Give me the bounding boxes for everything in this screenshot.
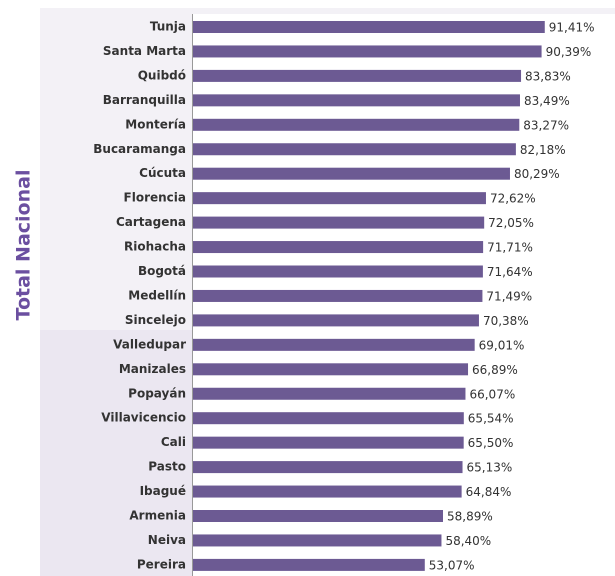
bar xyxy=(193,510,444,522)
bar xyxy=(193,436,464,449)
bar xyxy=(193,143,516,156)
value-label: 80,29% xyxy=(514,167,560,181)
category-label: Santa Marta xyxy=(103,44,186,58)
category-label: Bucaramanga xyxy=(93,142,186,156)
category-label: Neiva xyxy=(148,533,186,547)
value-label: 71,64% xyxy=(487,265,533,279)
category-label: Montería xyxy=(125,117,186,131)
value-label: 83,27% xyxy=(523,118,569,132)
category-label: Bogotá xyxy=(138,264,186,278)
bar xyxy=(193,485,462,498)
value-label: 65,50% xyxy=(468,436,514,450)
value-label: 64,84% xyxy=(466,485,512,499)
category-label: Armenia xyxy=(129,509,186,523)
category-label: Barranquilla xyxy=(103,93,186,107)
bar xyxy=(193,45,542,58)
category-label: Villavicencio xyxy=(101,411,186,425)
value-label: 83,49% xyxy=(524,94,570,108)
category-label: Cartagena xyxy=(116,215,186,229)
value-label: 72,05% xyxy=(488,216,534,230)
value-label: 66,07% xyxy=(469,387,515,401)
bar xyxy=(193,21,545,33)
value-label: 91,41% xyxy=(549,21,595,35)
category-label: Quibdó xyxy=(138,68,186,82)
value-label: 90,39% xyxy=(546,45,592,59)
value-label: 71,49% xyxy=(486,289,532,303)
value-label: 53,07% xyxy=(429,558,475,572)
category-label: Pasto xyxy=(148,460,186,474)
bar xyxy=(193,167,510,180)
category-label: Riohacha xyxy=(124,240,186,254)
value-label: 58,40% xyxy=(445,534,491,548)
bar xyxy=(193,314,479,327)
bar xyxy=(193,387,466,400)
bar xyxy=(193,363,469,376)
category-label: Pereira xyxy=(137,557,186,571)
value-label: 66,89% xyxy=(472,363,518,377)
category-label: Ibagué xyxy=(140,484,186,498)
category-label: Sincelejo xyxy=(125,313,186,327)
value-label: 72,62% xyxy=(490,192,536,206)
category-label: Valledupar xyxy=(113,337,186,351)
category-label: Manizales xyxy=(119,362,186,376)
bar xyxy=(193,461,463,474)
category-label: Medellín xyxy=(128,288,186,302)
bar xyxy=(193,534,442,547)
bar xyxy=(193,412,464,425)
value-label: 65,13% xyxy=(467,461,513,475)
bar xyxy=(193,289,483,302)
category-label: Tunja xyxy=(150,20,186,34)
bar xyxy=(193,69,522,82)
bar xyxy=(193,192,486,205)
category-label: Cúcuta xyxy=(139,166,186,180)
bar xyxy=(193,118,520,131)
bar xyxy=(193,338,475,351)
value-label: 70,38% xyxy=(483,314,529,328)
value-label: 71,71% xyxy=(487,241,533,255)
value-label: 69,01% xyxy=(479,338,525,352)
category-label: Cali xyxy=(161,435,186,449)
bar xyxy=(193,94,520,107)
bar xyxy=(193,265,483,278)
value-label: 58,89% xyxy=(447,510,493,524)
bar xyxy=(193,558,425,571)
y-axis-label: Total Nacional xyxy=(13,170,35,321)
bar xyxy=(193,241,484,254)
value-label: 82,18% xyxy=(520,143,566,157)
value-label: 65,54% xyxy=(468,412,514,426)
category-label: Florencia xyxy=(124,191,186,205)
value-label: 83,83% xyxy=(525,69,571,83)
bar xyxy=(193,216,485,229)
category-label: Popayán xyxy=(128,386,186,400)
